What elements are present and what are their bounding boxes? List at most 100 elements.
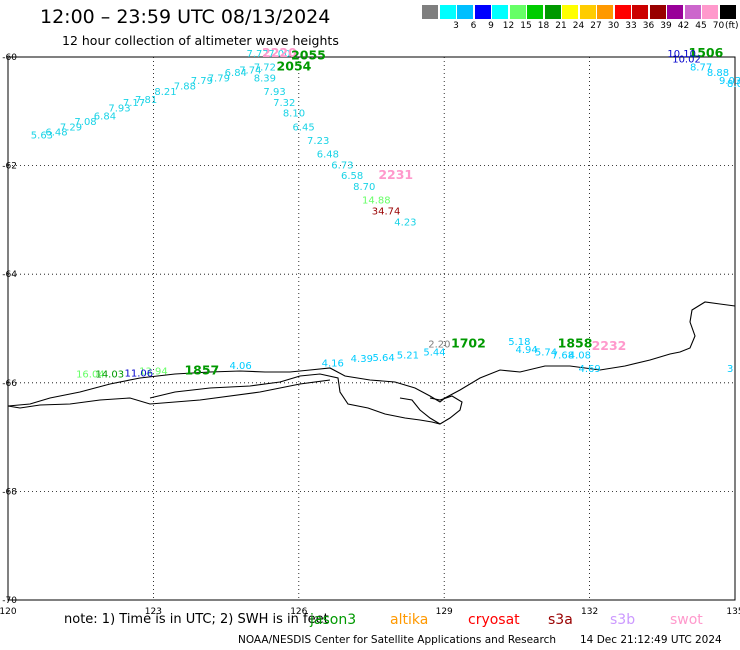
- y-tick-label: -68: [2, 487, 17, 497]
- wave-height-label: 6.73: [331, 160, 353, 171]
- map-title: 12:00 – 23:59 UTC 08/13/2024: [40, 6, 331, 28]
- legend-label: 45: [695, 21, 707, 31]
- y-tick-label: -60: [2, 53, 17, 63]
- legend-label: 39: [660, 21, 672, 31]
- wave-height-label: 7.88: [174, 82, 196, 93]
- legend-swatch: [457, 5, 474, 19]
- legend-swatch: [667, 5, 684, 19]
- wave-height-label: 8.21: [154, 87, 176, 98]
- satellite-label-cryosat: cryosat: [468, 612, 520, 628]
- wave-height-label: 2231: [378, 167, 413, 182]
- wave-height-label: 4.69: [578, 364, 600, 375]
- footer-credit: NOAA/NESDIS Center for Satellite Applica…: [238, 634, 556, 646]
- wave-height-label: 4.23: [394, 217, 416, 228]
- legend-swatch: [492, 5, 509, 19]
- wave-height-label: 5.63: [31, 130, 53, 141]
- wave-height-label: 6.45: [293, 122, 315, 133]
- legend-swatch: [579, 5, 597, 19]
- legend-label: 9: [488, 21, 494, 31]
- legend-swatch: [527, 5, 544, 19]
- coastline-bay: [399, 397, 441, 425]
- wave-height-label: 2055: [291, 48, 326, 63]
- wave-height-label: 5.64: [372, 353, 394, 364]
- wave-height-label: 4.94: [515, 345, 537, 356]
- wave-height-label: 9.03: [719, 76, 740, 87]
- y-tick-label: -70: [2, 596, 17, 606]
- wave-height-label: 7.00: [268, 49, 290, 60]
- legend-label: 33: [625, 21, 637, 31]
- wave-height-label: 2232: [592, 338, 627, 353]
- wave-height-label: 11.06: [125, 368, 154, 379]
- legend-swatch: [702, 5, 719, 19]
- wave-height-label: 7.93: [263, 87, 285, 98]
- wave-height-label: 14.03: [95, 369, 124, 380]
- coastline-shelf: [7, 379, 331, 409]
- wave-height-label: 6.84: [225, 68, 247, 79]
- wave-height-label: 13.94: [139, 367, 168, 378]
- wave-height-label: 10.02: [672, 54, 701, 65]
- satellite-label-swot: swot: [670, 612, 703, 628]
- wave-height-label: 3: [727, 364, 733, 375]
- legend-label: 70: [712, 21, 725, 31]
- wave-height-label: 2220: [262, 45, 297, 60]
- x-tick-label: 120: [0, 607, 17, 617]
- y-tick-label: -66: [2, 379, 17, 389]
- legend-label: 18: [537, 21, 550, 31]
- wave-height-label: 7.77: [246, 49, 268, 60]
- satellite-label-altika: altika: [390, 612, 429, 628]
- legend-label: 15: [520, 21, 532, 31]
- wave-height-label: 1702: [451, 336, 486, 351]
- legend-swatch: [474, 5, 492, 19]
- wave-height-label: 8.39: [254, 73, 276, 84]
- wave-height-label: 7.17: [123, 98, 145, 109]
- wave-height-label: 5.18: [508, 337, 530, 348]
- legend-swatch: [614, 5, 632, 19]
- wave-height-label: 8.77: [690, 63, 712, 74]
- wave-height-label: 5.44: [423, 348, 445, 359]
- wave-height-label: 4.16: [322, 359, 344, 370]
- wave-height-label: 16.04: [76, 369, 105, 380]
- legend-swatch: [562, 5, 579, 19]
- x-tick-label: 129: [436, 607, 453, 617]
- legend-label: 21: [555, 21, 567, 31]
- x-tick-label: 135: [726, 607, 740, 617]
- wave-height-label: 4.39: [351, 354, 373, 365]
- wave-height-label: 6.48: [45, 128, 67, 139]
- wave-height-label: 8.70: [353, 182, 375, 193]
- wave-height-label: 7.72: [254, 63, 276, 74]
- legend-label: 3: [453, 21, 459, 31]
- legend-swatch: [597, 5, 614, 19]
- coastline: [7, 301, 736, 407]
- legend-label: 6: [470, 21, 477, 31]
- footer-note: note: 1) Time is in UTC; 2) SWH is in fe…: [64, 612, 329, 627]
- wave-height-label: 8.88: [707, 68, 729, 79]
- y-tick-label: -62: [2, 162, 17, 172]
- coastline-inner: [149, 373, 463, 425]
- map-frame: [7, 56, 736, 601]
- legend-label: 27: [590, 21, 602, 31]
- legend-label: 30: [607, 21, 620, 31]
- legend-swatch: [544, 5, 562, 19]
- wave-height-label: 1506: [689, 45, 724, 60]
- wave-height-label: 7.93: [108, 103, 130, 114]
- footer-timestamp: 14 Dec 21:12:49 UTC 2024: [580, 634, 722, 646]
- wave-height-label: 4.08: [569, 350, 591, 361]
- wave-height-label: 2.20: [428, 340, 450, 351]
- wave-height-label: 7.79: [191, 76, 213, 87]
- map-subtitle: 12 hour collection of altimeter wave hei…: [62, 33, 339, 48]
- legend-label: 24: [572, 21, 585, 31]
- wave-height-label: 8.10: [283, 109, 305, 120]
- wave-height-label: 4.06: [230, 361, 252, 372]
- legend-label: 36: [642, 21, 655, 31]
- wave-height-label: 2054: [277, 59, 312, 74]
- legend-swatch: [649, 5, 667, 19]
- wave-height-label: 6.48: [317, 149, 339, 160]
- wave-height-label: 10.10: [667, 49, 696, 60]
- wave-height-label: 7.81: [135, 95, 157, 106]
- legend-swatch: [684, 5, 702, 19]
- wave-height-label: 7.74: [239, 65, 261, 76]
- wave-height-label: 5.21: [397, 350, 419, 361]
- satellite-label-s3a: s3a: [548, 612, 573, 628]
- wave-height-label: 7.08: [74, 117, 96, 128]
- wave-height-label: 7.23: [307, 136, 329, 147]
